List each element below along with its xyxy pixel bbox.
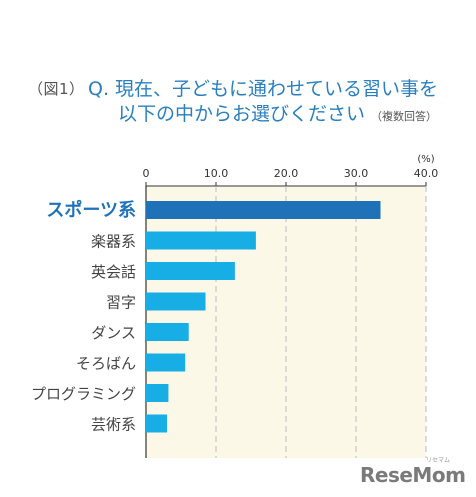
category-label: プログラミング	[31, 385, 136, 403]
tick-label: 20.0	[274, 167, 299, 180]
brand-logo-kana: リセマム	[426, 457, 451, 464]
question-title-line2: 以下の中からお選びください （複数回答）	[118, 99, 437, 126]
chart-title-area: （図1） Q. 現在、子どもに通わせている習い事を 以下の中からお選びください （…	[0, 0, 476, 140]
bar	[146, 231, 256, 250]
bar	[146, 292, 206, 311]
category-label: そろばん	[76, 355, 136, 373]
tick-label: 10.0	[204, 167, 229, 180]
figure-label: （図1）	[28, 80, 85, 98]
category-label: 楽器系	[91, 233, 136, 251]
bar	[146, 201, 381, 219]
bar	[146, 323, 189, 341]
tick-label: 30.0	[344, 167, 369, 180]
question-note: （複数回答）	[371, 110, 438, 123]
category-label: 習字	[106, 294, 136, 312]
bar	[146, 414, 167, 433]
unit-label: (%)	[417, 154, 434, 165]
bar	[146, 262, 235, 280]
tick-label: 40.0	[414, 167, 439, 180]
bar	[146, 384, 169, 402]
bar	[146, 353, 186, 372]
brand-logo: ReseMom	[360, 463, 466, 487]
category-label: 芸術系	[91, 416, 136, 434]
tick-label: 0	[143, 167, 150, 180]
category-label: 英会話	[91, 263, 136, 281]
category-label: スポーツ系	[46, 199, 136, 221]
question-title-line2-text: 以下の中からお選びください	[118, 103, 366, 125]
question-title-line1: Q. 現在、子どもに通わせている習い事を	[88, 78, 439, 100]
category-label: ダンス	[91, 324, 136, 342]
